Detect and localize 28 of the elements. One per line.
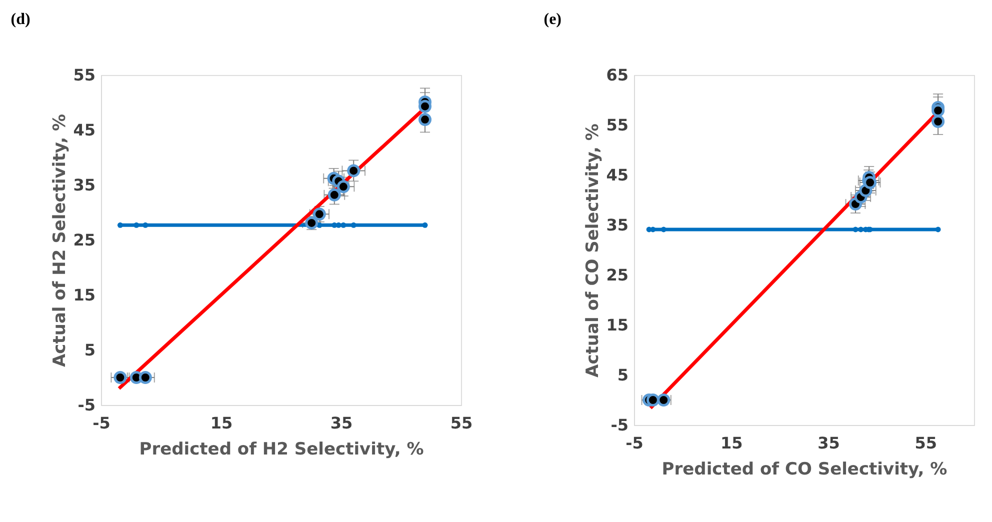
chart-title: (e) — [544, 11, 562, 28]
x-tick-label: 55 — [914, 434, 938, 452]
y-tick-label: 5 — [617, 366, 628, 384]
x-axis-title: Predicted of CO Selectivity, % — [662, 460, 948, 480]
chart-title: (d) — [10, 11, 30, 28]
y-tick-label: 15 — [73, 286, 96, 304]
y-tick-label: 65 — [606, 66, 628, 84]
x-tick-label: 55 — [450, 414, 473, 432]
y-tick-label: 25 — [73, 230, 96, 250]
x-tick-label: 15 — [720, 434, 743, 452]
y-axis-title: Actual of CO Selectivity, % — [583, 124, 604, 378]
y-tick-label: 45 — [73, 120, 96, 140]
y-tick-label: -5 — [78, 396, 96, 414]
y-tick-label: 35 — [73, 176, 96, 194]
y-tick-label: 55 — [606, 116, 628, 134]
x-tick-label: 15 — [210, 414, 233, 432]
y-tick-label: 35 — [606, 216, 628, 234]
x-tick-label: 35 — [818, 434, 840, 452]
x-tick-label: -5 — [626, 434, 644, 452]
x-axis-title: Predicted of H2 Selectivity, % — [139, 440, 424, 460]
y-tick-label: 25 — [606, 266, 628, 284]
y-tick-label: 45 — [606, 166, 628, 184]
y-axis-title: Actual of H2 Selectivity, % — [50, 114, 70, 368]
y-tick-label: 55 — [73, 66, 96, 84]
x-tick-label: 35 — [330, 414, 353, 432]
y-tick-label: 5 — [84, 340, 96, 360]
y-tick-label: 15 — [606, 316, 628, 334]
x-tick-label: -5 — [92, 414, 110, 432]
